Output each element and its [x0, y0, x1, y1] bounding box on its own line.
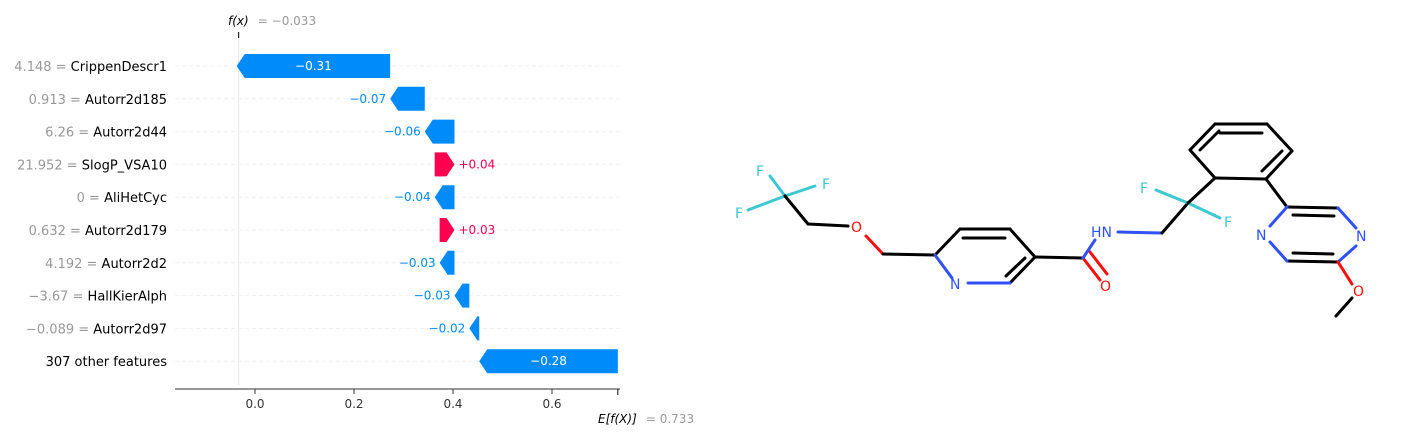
- feature-value: 4.148 =: [14, 60, 70, 75]
- shap-value-label: +0.03: [458, 223, 495, 237]
- feature-name: HallKierAlph: [88, 290, 167, 305]
- atom-nitrogen: N: [1356, 229, 1366, 245]
- feature-value: 0 =: [77, 191, 104, 206]
- feature-label: 0 = AliHetCyc: [77, 191, 167, 206]
- shap-bar: [439, 250, 455, 275]
- shap-bar: [469, 316, 480, 341]
- shap-value-label: −0.28: [530, 354, 567, 368]
- shap-value-label: −0.31: [295, 59, 332, 73]
- feature-label: −0.089 = Autorr2d97: [26, 322, 167, 337]
- shap-bars: −0.31 −0.07 −0.06 +0.04 −0.04 +0.03 −0.03 −0.03…: [236, 54, 618, 374]
- feature-label: 6.26 = Autorr2d44: [45, 126, 167, 141]
- feature-name: AliHetCyc: [104, 191, 167, 206]
- ex-label: E[f(X)] = 0.733: [598, 408, 694, 427]
- shap-bar: [236, 54, 391, 78]
- shap-bar: [454, 283, 470, 308]
- shap-value-label: −0.03: [399, 256, 436, 270]
- feature-label: −3.67 = HallKierAlph: [29, 290, 167, 305]
- atom-fluorine: F: [1224, 215, 1232, 231]
- feature-name: Autorr2d44: [93, 126, 167, 141]
- feature-value: 21.952 =: [17, 158, 82, 173]
- feature-name: Autorr2d97: [93, 322, 167, 337]
- atom-fluorine: F: [735, 206, 743, 222]
- feature-name: CrippenDescr1: [71, 60, 167, 75]
- atom-oxygen: O: [1100, 279, 1111, 295]
- fx-label: f(x) = −0.033: [228, 10, 316, 29]
- atom-fluorine: F: [756, 164, 764, 180]
- feature-value: 0.913 =: [29, 93, 85, 108]
- shap-bar: [434, 152, 455, 177]
- waterfall-chart: f(x) = −0.033 4.148 = CrippenDescr1 0.913…: [14, 10, 694, 427]
- x-tick-label: 0.2: [344, 397, 363, 411]
- shap-value-label: −0.03: [414, 289, 451, 303]
- feature-name: 307 other features: [46, 355, 168, 370]
- feature-name: Autorr2d2: [102, 257, 167, 272]
- feature-value: −0.089 =: [26, 322, 93, 337]
- feature-label: 21.952 = SlogP_VSA10: [17, 158, 167, 173]
- shap-bar: [390, 86, 425, 111]
- molecule-structure: F F F O N HN O F F N N O: [735, 122, 1366, 318]
- atom-nitrogen: N: [950, 277, 960, 293]
- feature-value: 4.192 =: [45, 257, 101, 272]
- atom-nitrogen: N: [1256, 228, 1266, 244]
- shap-value-label: +0.04: [458, 157, 495, 171]
- shap-value-label: −0.02: [429, 321, 466, 335]
- molecule-atoms: F F F O N HN O F F N N O: [735, 164, 1366, 300]
- shap-bar: [479, 349, 618, 374]
- feature-label: 4.192 = Autorr2d2: [45, 257, 167, 272]
- atom-oxygen: O: [1353, 284, 1364, 300]
- shap-value-label: −0.07: [349, 92, 386, 106]
- atom-fluorine: F: [822, 177, 830, 193]
- feature-label: 307 other features: [46, 355, 168, 370]
- molecule-bonds: [746, 122, 1358, 318]
- feature-rows: 4.148 = CrippenDescr1 0.913 = Autorr2d185…: [14, 60, 620, 370]
- shap-bar: [439, 218, 455, 242]
- feature-name: Autorr2d179: [85, 224, 167, 239]
- feature-value: 0.632 =: [29, 224, 85, 239]
- x-tick-label: 0.0: [245, 397, 264, 411]
- x-ticks: 0.0 0.2 0.4 0.6: [245, 389, 562, 411]
- x-tick-label: 0.4: [443, 397, 462, 411]
- feature-name: SlogP_VSA10: [82, 158, 167, 173]
- atom-nh: HN: [1091, 225, 1112, 241]
- shap-value-label: −0.06: [384, 125, 421, 139]
- atom-fluorine: F: [1140, 181, 1148, 197]
- atom-oxygen: O: [851, 220, 862, 236]
- feature-label: 0.913 = Autorr2d185: [29, 93, 167, 108]
- shap-bar: [434, 185, 455, 210]
- shap-value-label: −0.04: [394, 190, 431, 204]
- feature-label: 4.148 = CrippenDescr1: [14, 60, 167, 75]
- feature-label: 0.632 = Autorr2d179: [29, 224, 167, 239]
- feature-value: −3.67 =: [29, 290, 88, 305]
- feature-value: 6.26 =: [45, 126, 93, 141]
- shap-bar: [424, 119, 455, 144]
- feature-name: Autorr2d185: [85, 93, 167, 108]
- x-tick-label: 0.6: [542, 397, 561, 411]
